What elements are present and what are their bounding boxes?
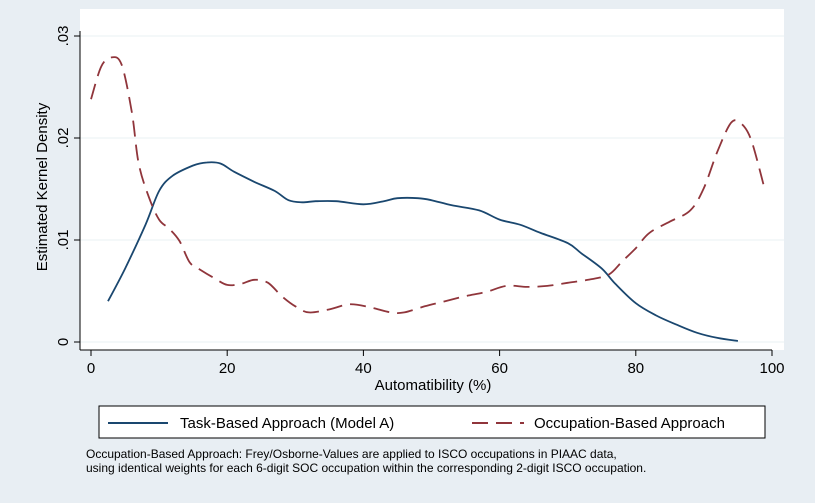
legend: Task-Based Approach (Model A) Occupation… bbox=[98, 405, 766, 439]
x-axis-title: Automatibility (%) bbox=[375, 377, 492, 394]
y-tick-label: .02 bbox=[55, 128, 72, 149]
x-tick-label: 80 bbox=[627, 360, 644, 377]
legend-label-task-based: Task-Based Approach (Model A) bbox=[180, 415, 394, 432]
series-lines bbox=[90, 56, 767, 342]
chart-note: Occupation-Based Approach: Frey/Osborne-… bbox=[86, 447, 806, 475]
plot-area bbox=[80, 9, 784, 350]
y-tick-label: .03 bbox=[55, 26, 72, 47]
x-tick-label: 20 bbox=[219, 360, 236, 377]
x-tick-label: 100 bbox=[759, 360, 784, 377]
series-line-occupation-based bbox=[90, 56, 767, 315]
legend-label-occupation-based: Occupation-Based Approach bbox=[534, 415, 725, 432]
note-line-2: using identical weights for each 6-digit… bbox=[86, 461, 647, 475]
note-line-1: Occupation-Based Approach: Frey/Osborne-… bbox=[86, 447, 617, 461]
x-tick-label: 60 bbox=[491, 360, 508, 377]
y-tick-label: 0 bbox=[55, 338, 72, 346]
y-tick-label: .01 bbox=[55, 230, 72, 251]
axes: 0 .01 .02 .03 0 20 40 60 80 100 bbox=[55, 26, 785, 377]
x-tick-label: 40 bbox=[355, 360, 372, 377]
legend-box bbox=[98, 405, 766, 439]
x-tick-label: 0 bbox=[87, 360, 95, 377]
grid-lines bbox=[80, 35, 784, 343]
series-line-task-based bbox=[107, 161, 739, 342]
y-axis-title: Estimated Kernel Density bbox=[34, 102, 51, 271]
